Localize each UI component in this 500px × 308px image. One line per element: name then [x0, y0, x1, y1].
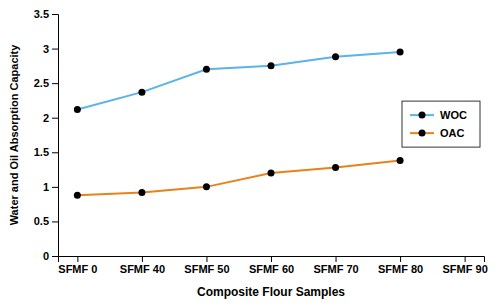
y-tick-mark [52, 187, 58, 188]
chart: 00.511.522.533.5SFMF 0SFMF 40SFMF 50SFMF… [0, 0, 500, 308]
x-tick-mark [336, 256, 337, 262]
y-tick-label: 3.5 [34, 8, 49, 20]
point [397, 49, 404, 56]
y-tick: 0 [43, 250, 58, 262]
point [332, 164, 339, 171]
point [203, 183, 210, 190]
series-line [77, 52, 400, 109]
legend-marker [419, 130, 426, 137]
y-tick-mark [52, 83, 58, 84]
point [268, 62, 275, 69]
x-axis-line [59, 257, 485, 263]
y-tick-label: 1.5 [34, 146, 49, 158]
x-tick-label: SFMF 40 [120, 263, 165, 275]
point [268, 170, 275, 177]
series [74, 49, 404, 113]
x-tick-label: SFMF 60 [249, 263, 294, 275]
y-tick-mark [52, 221, 58, 222]
y-tick-label: 2 [43, 112, 49, 124]
legend-label: WOC [440, 109, 467, 121]
x-tick-mark [271, 256, 272, 262]
x-tick: SFMF 70 [313, 256, 358, 275]
legend-marker [419, 112, 426, 119]
y-axis-title: Water and Oil Absorption Capacity [8, 44, 20, 226]
x-tick: SFMF 60 [249, 256, 294, 275]
point [203, 66, 210, 73]
series-line [77, 161, 400, 196]
x-tick-mark [400, 256, 401, 262]
x-tick-label: SFMF 0 [58, 263, 97, 275]
y-axis-line [52, 15, 59, 257]
legend-item: OAC [410, 127, 465, 139]
x-tick: SFMF 90 [443, 256, 488, 275]
y-tick-label: 0 [43, 250, 49, 262]
x-tick: SFMF 40 [120, 256, 165, 275]
legend: WOC OAC [402, 101, 480, 147]
y-axis: 0 0.5 1 1.5 2 2.5 3 3.5 [34, 8, 59, 262]
x-tick-label: SFMF 70 [313, 263, 358, 275]
y-tick: 1 [43, 181, 58, 193]
point [138, 189, 145, 196]
point [74, 106, 81, 113]
y-tick-mark [52, 49, 58, 50]
legend-label: OAC [440, 127, 465, 139]
marks [74, 49, 404, 199]
y-tick: 1.5 [34, 146, 58, 158]
y-tick-mark [52, 118, 58, 119]
y-tick-mark [52, 256, 58, 257]
x-tick: SFMF 0 [58, 256, 97, 275]
x-tick: SFMF 80 [378, 256, 423, 275]
x-tick-label: SFMF 90 [443, 263, 488, 275]
point [138, 89, 145, 96]
x-tick-mark [206, 256, 207, 262]
x-tick: SFMF 50 [184, 256, 229, 275]
y-tick-mark [52, 14, 58, 15]
x-axis-title: Composite Flour Samples [197, 285, 345, 299]
legend-item: WOC [410, 109, 467, 121]
legend-frame [402, 101, 480, 147]
y-tick-label: 0.5 [34, 215, 49, 227]
y-tick: 0.5 [34, 215, 58, 227]
y-tick-label: 3 [43, 43, 49, 55]
x-axis: SFMF 0 SFMF 40 SFMF 50 SFMF 60 SFMF 70 SFMF 8… [58, 256, 487, 275]
y-tick: 3 [43, 43, 58, 55]
y-tick-mark [52, 152, 58, 153]
y-tick-label: 1 [43, 181, 49, 193]
y-tick-label: 2.5 [34, 77, 49, 89]
x-tick-label: SFMF 50 [184, 263, 229, 275]
x-tick-mark [465, 256, 466, 262]
x-tick-mark [77, 256, 78, 262]
x-tick-label: SFMF 80 [378, 263, 423, 275]
y-tick: 3.5 [34, 8, 58, 20]
point [332, 53, 339, 60]
point [74, 192, 81, 199]
y-tick: 2.5 [34, 77, 58, 89]
point [397, 157, 404, 164]
x-tick-mark [142, 256, 143, 262]
plot: 00.511.522.533.5SFMF 0SFMF 40SFMF 50SFMF… [8, 8, 488, 299]
y-tick: 2 [43, 112, 58, 124]
series [74, 157, 404, 199]
